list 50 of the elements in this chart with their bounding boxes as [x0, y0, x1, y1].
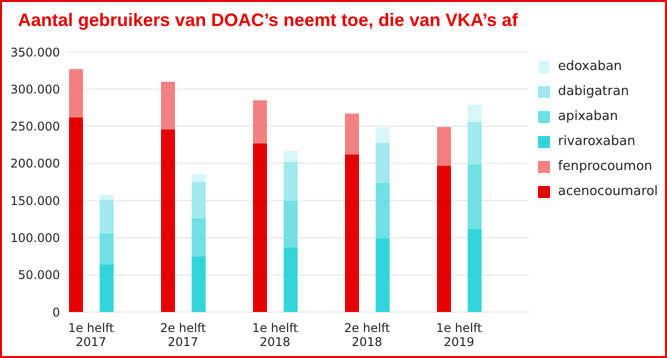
bar: [284, 200, 298, 248]
bar: [468, 164, 482, 229]
bar: [192, 182, 206, 218]
y-tick-label: 150.000: [10, 194, 60, 208]
bar: [284, 150, 298, 162]
bar: [161, 129, 175, 312]
legend-label: dabigatran: [558, 84, 629, 99]
x-tick-label: 1e helft 2017: [68, 321, 114, 349]
bar: [69, 117, 83, 312]
bar: [100, 194, 114, 200]
legend-label: apixaban: [558, 109, 618, 124]
bar: [100, 233, 114, 264]
bar: [376, 128, 390, 143]
bar: [376, 182, 390, 238]
y-tick-label: 0: [52, 305, 60, 320]
bar: [69, 69, 83, 118]
x-tick-label: 2e helft 2017: [160, 321, 206, 349]
bar: [437, 166, 451, 312]
x-tick-label: 1e helft 2019: [436, 321, 482, 349]
y-tick-label: 200.000: [10, 156, 60, 171]
bar: [100, 200, 114, 234]
y-tick-label: 50.000: [18, 268, 60, 282]
y-tick-label: 250.000: [10, 120, 60, 134]
bar: [376, 142, 390, 183]
legend-label: rivaroxaban: [558, 134, 636, 149]
y-tick-label: 350.000: [10, 45, 60, 60]
bar: [192, 174, 206, 182]
bar: [468, 104, 482, 122]
y-tick-label: 300.000: [10, 82, 60, 96]
bar: [284, 162, 298, 201]
bar: [437, 127, 451, 166]
bar: [345, 154, 359, 312]
x-tick-label: 2e helft 2018: [344, 321, 390, 349]
bar: [253, 143, 267, 312]
legend-label: fenprocoumon: [558, 159, 652, 174]
chart-title: Aantal gebruikers van DOAC’s neemt toe, die van VKA’s af: [18, 10, 518, 31]
bar: [253, 100, 267, 144]
bar: [192, 256, 206, 312]
bar: [192, 218, 206, 256]
bar: [161, 82, 175, 130]
y-tick-label: 100.000: [10, 230, 60, 245]
bar: [100, 264, 114, 312]
x-tick-label: 1e helft 2018: [252, 321, 298, 349]
bar: [376, 238, 390, 312]
bar: [468, 122, 482, 164]
bar: [345, 114, 359, 155]
bar: [284, 247, 298, 312]
bar: [468, 228, 482, 312]
legend-label: edoxaban: [558, 59, 622, 74]
legend-label: acenocoumarol: [558, 184, 658, 199]
